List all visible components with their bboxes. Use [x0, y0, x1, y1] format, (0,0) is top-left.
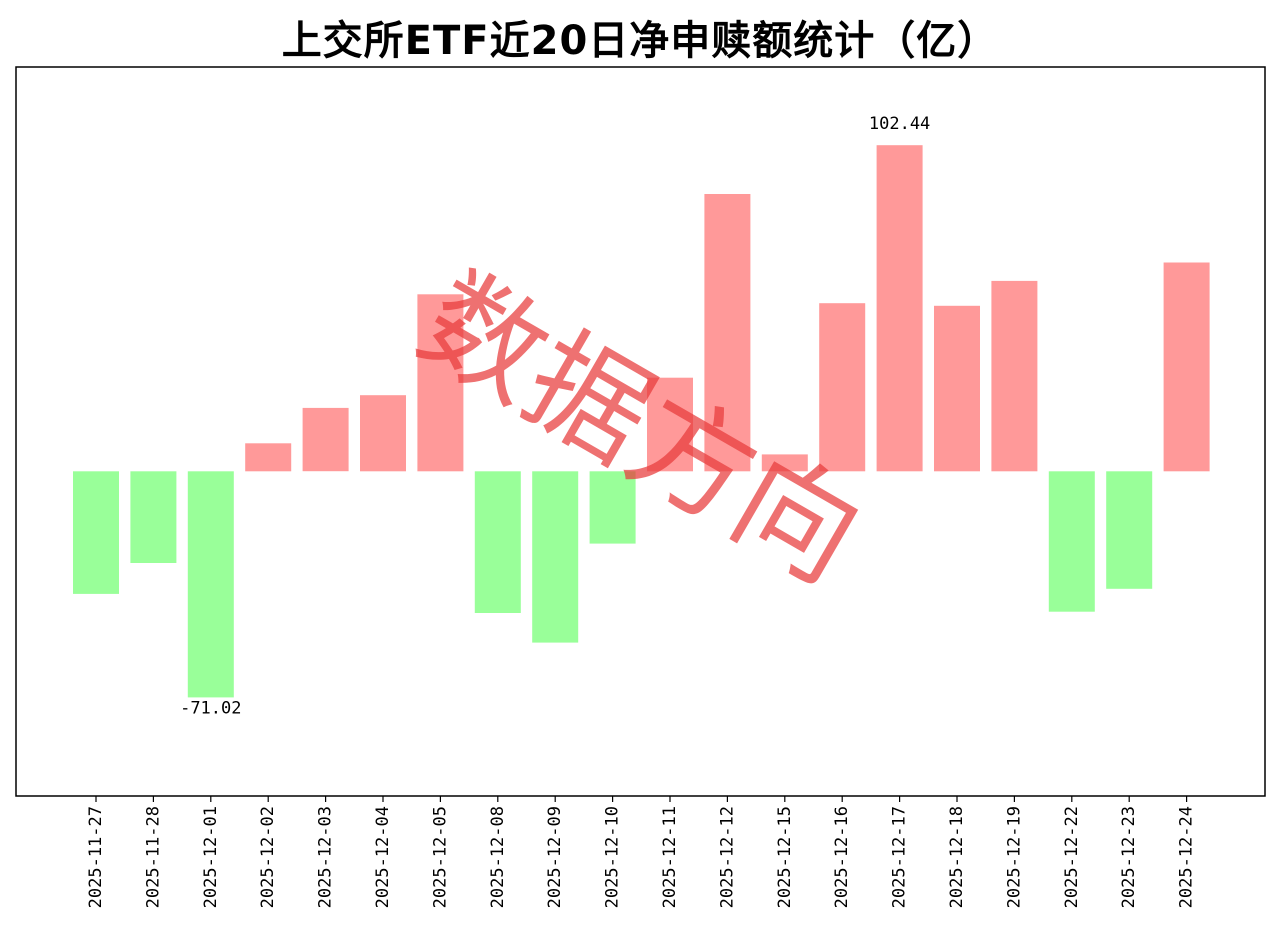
bar-2025-12-09 — [532, 471, 579, 643]
x-tick-label: 2025-12-03 — [316, 806, 336, 908]
data-labels: 102.44 -71.02 — [180, 114, 930, 718]
x-tick-label: 2025-12-19 — [1004, 806, 1024, 908]
x-tick-label: 2025-12-17 — [890, 806, 910, 908]
x-tick-label: 2025-12-12 — [717, 806, 737, 908]
data-label-2025-12-01: -71.02 — [180, 698, 241, 718]
bar-2025-11-28 — [130, 471, 177, 563]
x-tick-label: 2025-12-10 — [603, 806, 623, 908]
x-tick-label: 2025-12-01 — [201, 806, 221, 908]
x-tick-label: 2025-12-22 — [1062, 806, 1082, 908]
x-tick-label: 2025-12-24 — [1177, 806, 1197, 908]
bar-2025-12-15 — [761, 454, 808, 472]
bar-2025-12-05 — [417, 294, 464, 472]
bar-2025-12-10 — [589, 471, 636, 544]
x-tick-label: 2025-12-09 — [545, 806, 565, 908]
bar-2025-12-01 — [187, 471, 234, 698]
x-tick-label: 2025-11-27 — [86, 806, 106, 908]
x-tick-label: 2025-12-08 — [488, 806, 508, 908]
bar-2025-12-16 — [819, 303, 866, 472]
x-tick-label: 2025-11-28 — [143, 806, 163, 908]
watermark-text: 数据方向 — [398, 249, 883, 609]
bar-2025-12-08 — [474, 471, 521, 613]
bar-2025-12-12 — [704, 194, 751, 472]
bar-2025-12-03 — [302, 407, 349, 472]
x-tick-label: 2025-12-04 — [373, 806, 393, 908]
x-tick-label: 2025-12-18 — [947, 806, 967, 908]
bar-2025-12-22 — [1048, 471, 1095, 612]
bars-layer — [73, 145, 1210, 698]
chart-title: 上交所ETF近20日净申赎额统计（亿） — [281, 18, 999, 64]
bar-2025-11-27 — [73, 471, 119, 594]
plot-area-frame — [15, 66, 1266, 797]
bar-2025-12-18 — [934, 305, 980, 472]
bar-2025-12-02 — [245, 443, 292, 472]
bar-2025-12-17 — [876, 145, 923, 472]
bar-2025-12-19 — [991, 280, 1038, 472]
x-axis: 2025-11-27 2025-11-28 2025-12-01 2025-12-02… — [86, 796, 1197, 908]
bar-2025-12-11 — [647, 377, 693, 472]
x-tick-label: 2025-12-05 — [430, 806, 450, 908]
data-label-2025-12-17: 102.44 — [869, 114, 930, 134]
bar-2025-12-04 — [360, 395, 406, 472]
bar-2025-12-24 — [1163, 262, 1210, 472]
x-tick-label: 2025-12-15 — [775, 806, 795, 908]
x-tick-label: 2025-12-02 — [258, 806, 278, 908]
x-tick-label: 2025-12-16 — [832, 806, 852, 908]
bar-2025-12-23 — [1106, 471, 1153, 589]
watermark: 数据方向 — [398, 249, 883, 609]
x-tick-label: 2025-12-23 — [1119, 806, 1139, 908]
x-tick-label: 2025-12-11 — [660, 806, 680, 908]
